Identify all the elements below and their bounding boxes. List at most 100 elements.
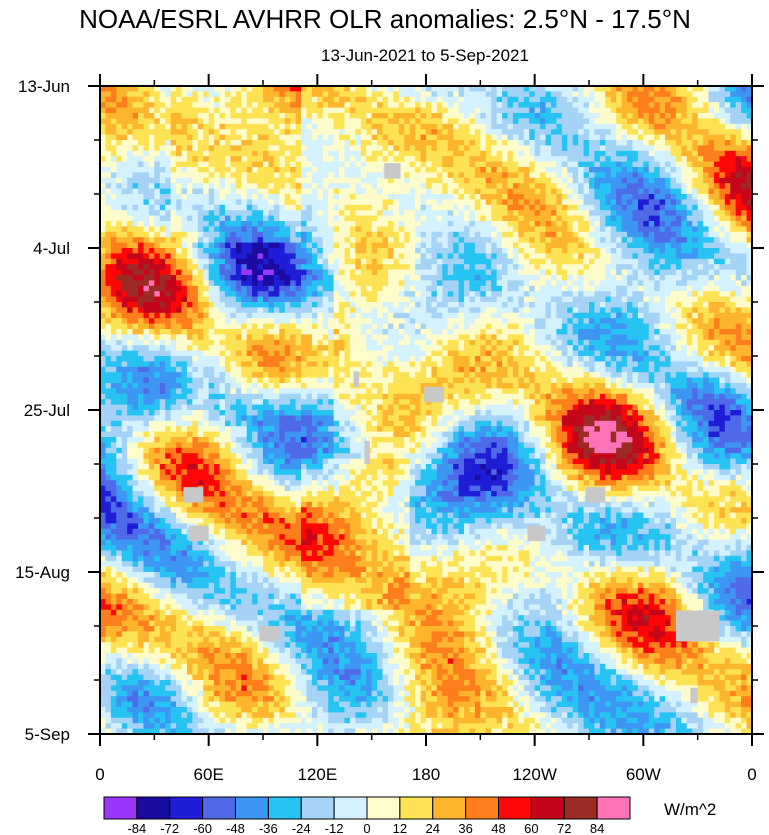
field-cell xyxy=(170,194,177,200)
field-cell xyxy=(681,248,688,254)
field-cell xyxy=(116,156,123,162)
field-cell xyxy=(290,307,296,314)
field-cell xyxy=(567,183,574,189)
field-cell xyxy=(176,280,182,287)
field-cell xyxy=(692,140,699,146)
field-cell xyxy=(387,226,394,233)
field-cell xyxy=(393,156,400,162)
field-cell xyxy=(627,113,633,119)
field-cell xyxy=(491,258,498,265)
field-cell xyxy=(284,210,291,216)
field-cell xyxy=(333,183,340,189)
field-cell xyxy=(355,150,362,157)
field-cell xyxy=(523,96,530,103)
field-cell xyxy=(485,215,492,222)
field-cell xyxy=(426,280,432,287)
field-cell xyxy=(545,167,552,173)
field-cell xyxy=(349,194,356,200)
field-cell xyxy=(578,91,584,98)
field-cell xyxy=(665,248,671,254)
field-cell xyxy=(599,248,606,254)
field-cell xyxy=(377,140,383,146)
field-cell xyxy=(143,107,150,114)
field-cell xyxy=(491,253,498,260)
field-cell xyxy=(426,242,432,249)
field-cell xyxy=(730,96,737,103)
field-cell xyxy=(366,91,373,98)
field-cell xyxy=(214,167,220,173)
field-cell xyxy=(100,242,106,249)
field-cell xyxy=(246,269,253,276)
field-cell xyxy=(692,264,699,270)
field-cell xyxy=(431,231,438,238)
field-cell xyxy=(290,264,296,270)
field-cell xyxy=(697,134,704,141)
field-cell xyxy=(387,194,394,200)
field-cell xyxy=(197,123,204,130)
field-cell xyxy=(637,253,644,260)
field-cell xyxy=(186,172,193,179)
field-cell xyxy=(648,264,655,270)
field-cell xyxy=(578,302,584,308)
field-cell xyxy=(339,183,345,189)
field-cell xyxy=(540,248,546,254)
field-cell xyxy=(159,194,166,200)
field-cell xyxy=(692,237,699,243)
field-cell xyxy=(235,302,242,308)
field-cell xyxy=(138,134,144,141)
field-cell xyxy=(132,210,139,216)
field-cell xyxy=(583,210,590,216)
field-cell xyxy=(703,280,709,287)
field-cell xyxy=(241,118,248,125)
field-cell xyxy=(610,129,617,135)
field-cell xyxy=(197,172,204,179)
field-cell xyxy=(100,91,106,98)
field-cell xyxy=(648,269,655,276)
field-cell xyxy=(224,113,231,119)
field-cell xyxy=(578,177,584,184)
field-cell xyxy=(306,172,313,179)
field-cell xyxy=(567,177,574,184)
field-cell xyxy=(339,302,345,308)
field-cell xyxy=(387,264,394,270)
field-cell xyxy=(583,118,590,125)
field-cell xyxy=(512,183,519,189)
field-cell xyxy=(496,118,503,125)
field-cell xyxy=(322,113,329,119)
field-cell xyxy=(132,237,139,243)
field-cell xyxy=(464,280,470,287)
field-cell xyxy=(116,226,123,233)
field-cell xyxy=(507,269,514,276)
field-cell xyxy=(431,237,438,243)
field-cell xyxy=(116,280,123,287)
field-cell xyxy=(165,248,172,254)
field-cell xyxy=(110,113,117,119)
field-cell xyxy=(713,296,720,303)
field-cell xyxy=(469,96,476,103)
field-cell xyxy=(360,183,367,189)
field-cell xyxy=(436,113,443,119)
field-cell xyxy=(246,204,253,211)
field-cell xyxy=(458,269,465,276)
field-cell xyxy=(724,269,731,276)
field-cell xyxy=(415,113,421,119)
field-cell xyxy=(268,215,275,222)
field-cell xyxy=(426,118,432,125)
field-cell xyxy=(583,275,590,281)
field-cell xyxy=(284,134,291,141)
field-cell xyxy=(355,231,362,238)
field-cell xyxy=(686,167,693,173)
field-cell xyxy=(610,150,617,157)
field-cell xyxy=(713,280,720,287)
field-cell xyxy=(273,177,280,184)
field-cell xyxy=(349,150,356,157)
field-cell xyxy=(654,204,661,211)
field-cell xyxy=(268,161,275,168)
field-cell xyxy=(252,102,258,108)
field-cell xyxy=(284,183,291,189)
field-cell xyxy=(105,269,112,276)
field-cell xyxy=(355,226,362,233)
field-cell xyxy=(697,285,704,292)
field-cell xyxy=(290,118,296,125)
field-cell xyxy=(409,86,416,92)
